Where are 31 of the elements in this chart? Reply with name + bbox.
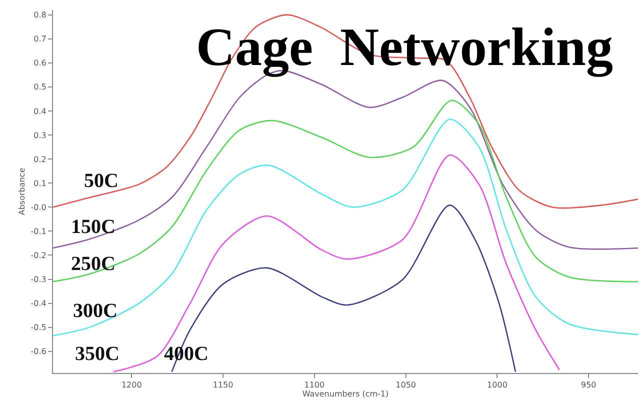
x-tick-label: 1000 <box>487 380 508 390</box>
line-series <box>53 118 638 336</box>
x-tick-label: 1150 <box>212 380 234 390</box>
y-tick-label: 0.5 <box>34 82 46 92</box>
y-tick-label: -0.4 <box>30 299 46 308</box>
x-axis-title: Wavenumbers (cm-1) <box>302 390 389 399</box>
series-label: 250C <box>71 253 116 275</box>
y-tick-label: -0.5 <box>30 323 46 332</box>
y-tick-label: -0.3 <box>30 275 46 284</box>
y-tick-label: 0.8 <box>34 10 46 20</box>
y-tick-label: 0.4 <box>34 106 46 116</box>
series-label: 150C <box>71 216 116 238</box>
x-tick-label: 1050 <box>396 380 416 390</box>
line-series <box>53 14 638 209</box>
y-tick-label: -0.0 <box>30 202 46 212</box>
series-label: 350C <box>75 343 120 365</box>
series-label: 300C <box>73 300 118 322</box>
x-tick-label: 1100 <box>304 380 325 390</box>
series-label: 50C <box>84 170 118 192</box>
y-tick-label: -0.6 <box>30 347 46 356</box>
y-tick-label: 0.6 <box>34 58 46 68</box>
y-tick-label: 0.7 <box>34 34 46 44</box>
y-tick-label: -0.2 <box>30 251 46 260</box>
y-tick-label: -0.1 <box>30 226 46 236</box>
line-series <box>53 100 638 282</box>
x-tick-label: 1200 <box>121 380 142 390</box>
y-tick-label: 0.3 <box>34 130 46 140</box>
y-tick-label: 0.1 <box>34 178 46 188</box>
y-axis-title: Absorbance <box>17 168 26 216</box>
x-tick-label: 950 <box>581 380 596 390</box>
y-tick-label: 0.2 <box>34 154 46 164</box>
